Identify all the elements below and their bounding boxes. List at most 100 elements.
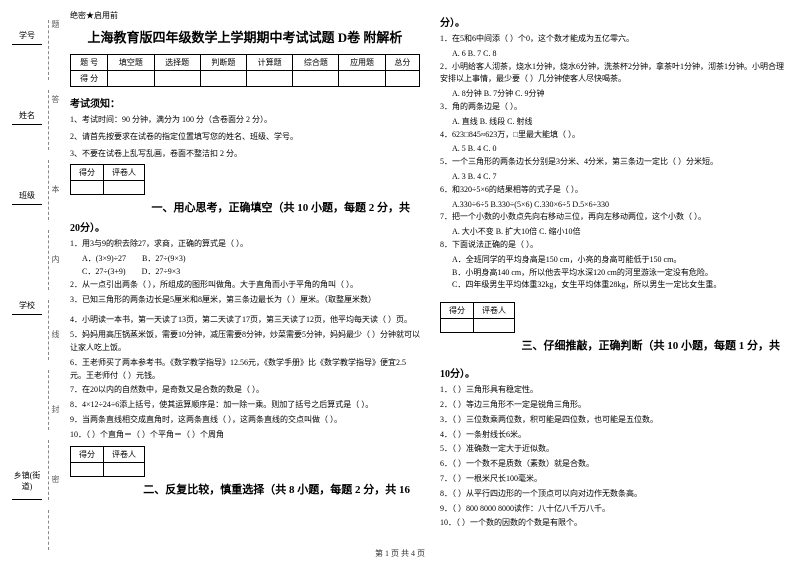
r4o: A. 5 B. 4 C. 0 xyxy=(440,143,790,156)
dash xyxy=(48,160,49,220)
cell xyxy=(339,71,385,87)
r1o: A. 6 B. 7 C. 8 xyxy=(440,48,790,61)
t7: 7．（ ）一根米尺长100毫米。 xyxy=(440,473,790,486)
m: 得分 xyxy=(441,303,474,319)
r2o: A. 8分钟 B. 7分钟 C. 9分钟 xyxy=(440,88,790,101)
field-school: 学校 xyxy=(12,300,42,315)
r6o: A.330÷6÷5 B.330÷(5×6) C.330×6÷5 D.5×6÷33… xyxy=(440,199,790,212)
t4: 4．（ ）一条射线长6米。 xyxy=(440,429,790,442)
vt0: 题 xyxy=(50,20,61,28)
cell xyxy=(293,71,339,87)
score-table: 题 号 填空题 选择题 判断题 计算题 综合题 应用题 总分 得 分 xyxy=(70,54,420,87)
vt1: 答 xyxy=(50,95,61,103)
r5: 5．一个三角形的两条边长分别是3分米、4分米，第三条边一定比（ ）分米短。 xyxy=(440,156,790,169)
r2: 2．小明给客人沏茶，烧水1分钟，烧水6分钟，洗茶杯2分钟，拿茶叶1分钟，沏茶1分… xyxy=(440,61,790,87)
section1-title: 一、用心思考，正确填空（共 10 小题，每题 2 分，共 xyxy=(70,199,420,215)
th: 总分 xyxy=(385,55,419,71)
th: 判断题 xyxy=(200,55,246,71)
exam-title: 上海教育版四年级数学上学期期中考试试题 D卷 附解析 xyxy=(70,27,420,46)
notice2: 2、请首先按要求在试卷的指定位置填写您的姓名、班级、学号。 xyxy=(70,131,420,144)
field-student-id: 学号 xyxy=(12,30,42,45)
notice1: 1、考试时间：90 分钟，满分为 100 分（含卷面分 2 分）。 xyxy=(70,114,420,127)
label-town: 乡镇(街道) xyxy=(14,471,41,491)
th: 题 号 xyxy=(71,55,108,71)
t1: 1．（ ）三角形具有稳定性。 xyxy=(440,384,790,397)
main-content: 绝密★启用前 上海教育版四年级数学上学期期中考试试题 D卷 附解析 题 号 填空… xyxy=(70,10,790,532)
binding-sidebar: 学号 姓名 班级 学校 乡镇(街道) 题 答 本 内 线 封 密 xyxy=(0,0,65,565)
dash xyxy=(48,510,49,550)
right-column: 分）。 1．在5和6中间添（ ）个0，这个数才能成为五亿零六。 A. 6 B. … xyxy=(440,10,790,532)
th: 得 分 xyxy=(71,71,108,87)
q5: 5．妈妈用高压锅蒸米饭，需要10分钟，减压需要8分钟，炒菜需要5分钟，妈妈最少（… xyxy=(70,329,420,355)
th: 填空题 xyxy=(108,55,154,71)
q8: 8．4×12÷24÷6添上括号，使其运算顺序是：加一除一乘。则加了括号之后算式是… xyxy=(70,399,420,412)
cell xyxy=(71,181,104,195)
vt5: 封 xyxy=(50,405,61,413)
th: 综合题 xyxy=(293,55,339,71)
r7o: A. 大小不变 B. 扩大10倍 C. 缩小10倍 xyxy=(440,226,790,239)
m: 评卷人 xyxy=(104,165,145,181)
cell xyxy=(71,462,104,476)
r7: 7．把一个小数的小数点先向右移动三位，再向左移动两位，这个小数（ ）。 xyxy=(440,211,790,224)
m: 评卷人 xyxy=(474,303,515,319)
page-footer: 第 1 页 共 4 页 xyxy=(0,548,800,559)
vt2: 本 xyxy=(50,185,61,193)
grader-box2: 得分评卷人 xyxy=(70,446,145,477)
grader-box: 得分评卷人 xyxy=(70,164,145,195)
r8: 8．下面说法正确的是（ ）。 xyxy=(440,239,790,252)
dash xyxy=(48,440,49,500)
section1-pts: 20分）。 xyxy=(70,219,420,234)
q7: 7．在20以内的自然数中，是奇数又是合数的数是（ ）。 xyxy=(70,384,420,397)
t9: 9．（ ）800 8000 8000读作：八十亿八千万八千。 xyxy=(440,503,790,516)
r8b: B．小明身高140 cm，所以他去平均水深120 cm的河里游泳一定没有危险。 xyxy=(440,267,790,280)
cell xyxy=(104,462,145,476)
q1: 1．用3与9的积去除27，求商，正确的算式是（ ）。 xyxy=(70,238,420,251)
cell xyxy=(441,319,474,333)
cell xyxy=(108,71,154,87)
r6: 6．和320÷5×6的结果相等的式子是（ ）。 xyxy=(440,184,790,197)
dash xyxy=(48,300,49,360)
section3-pts: 10分）。 xyxy=(440,365,790,380)
m: 得分 xyxy=(71,165,104,181)
opt: B．27÷(9×3) xyxy=(142,254,186,263)
r8a: A．全班同学的平均身高是150 cm，小亮的身高可能低于150 cm。 xyxy=(440,254,790,267)
notice3: 3、不要在试卷上乱写乱画，卷面不整洁扣 2 分。 xyxy=(70,148,420,161)
field-class: 班级 xyxy=(12,190,42,205)
confidential-mark: 绝密★启用前 xyxy=(70,10,420,21)
t5: 5．（ ）准确数一定大于近似数。 xyxy=(440,443,790,456)
label-class: 班级 xyxy=(19,191,35,200)
cell xyxy=(385,71,419,87)
q9: 9．当两条直线相交成直角时，这两条直线（ ），这两条直线的交点叫做（ ）。 xyxy=(70,414,420,427)
th: 选择题 xyxy=(154,55,200,71)
label-id: 学号 xyxy=(19,31,35,40)
r8c: C．四年级男生平均体重32kg，女生平均体重28kg，所以男生一定比女生重。 xyxy=(440,279,790,292)
dash xyxy=(48,20,49,80)
section2-pts: 分）。 xyxy=(440,14,790,29)
field-town: 乡镇(街道) xyxy=(12,470,42,500)
t3: 3．（ ）三位数乘两位数，积可能是四位数，也可能是五位数。 xyxy=(440,414,790,427)
vt3: 内 xyxy=(50,255,61,263)
dash xyxy=(48,90,49,150)
t6: 6．（ ）一个数不是质数（素数）就是合数。 xyxy=(440,458,790,471)
cell xyxy=(154,71,200,87)
field-name: 姓名 xyxy=(12,110,42,125)
r5o: A. 3 B. 4 C. 7 xyxy=(440,171,790,184)
cell xyxy=(200,71,246,87)
th: 应用题 xyxy=(339,55,385,71)
m: 评卷人 xyxy=(104,446,145,462)
q6: 6．王老师买了两本参考书。《数学教学指导》12.56元，《数学手册》比《数学教学… xyxy=(70,357,420,383)
q1-opts: A．(3×9)÷27 B．27÷(9×3) C．27÷(3+9) D．27÷9×… xyxy=(70,253,420,279)
grader-box3: 得分评卷人 xyxy=(440,302,515,333)
opt: A．(3×9)÷27 xyxy=(82,254,126,263)
cell xyxy=(246,71,292,87)
vt6: 密 xyxy=(50,475,61,483)
dash xyxy=(48,230,49,290)
section2-title: 二、反复比较，慎重选择（共 8 小题，每题 2 分，共 16 xyxy=(70,481,420,497)
t2: 2．（ ）等边三角形不一定是锐角三角形。 xyxy=(440,399,790,412)
th: 计算题 xyxy=(246,55,292,71)
r3: 3．角的两条边是（ ）。 xyxy=(440,101,790,114)
label-school: 学校 xyxy=(19,301,35,310)
cell xyxy=(474,319,515,333)
t10: 10．（ ）一个数的因数的个数是有限个。 xyxy=(440,517,790,530)
opt: D．27÷9×3 xyxy=(142,267,181,276)
